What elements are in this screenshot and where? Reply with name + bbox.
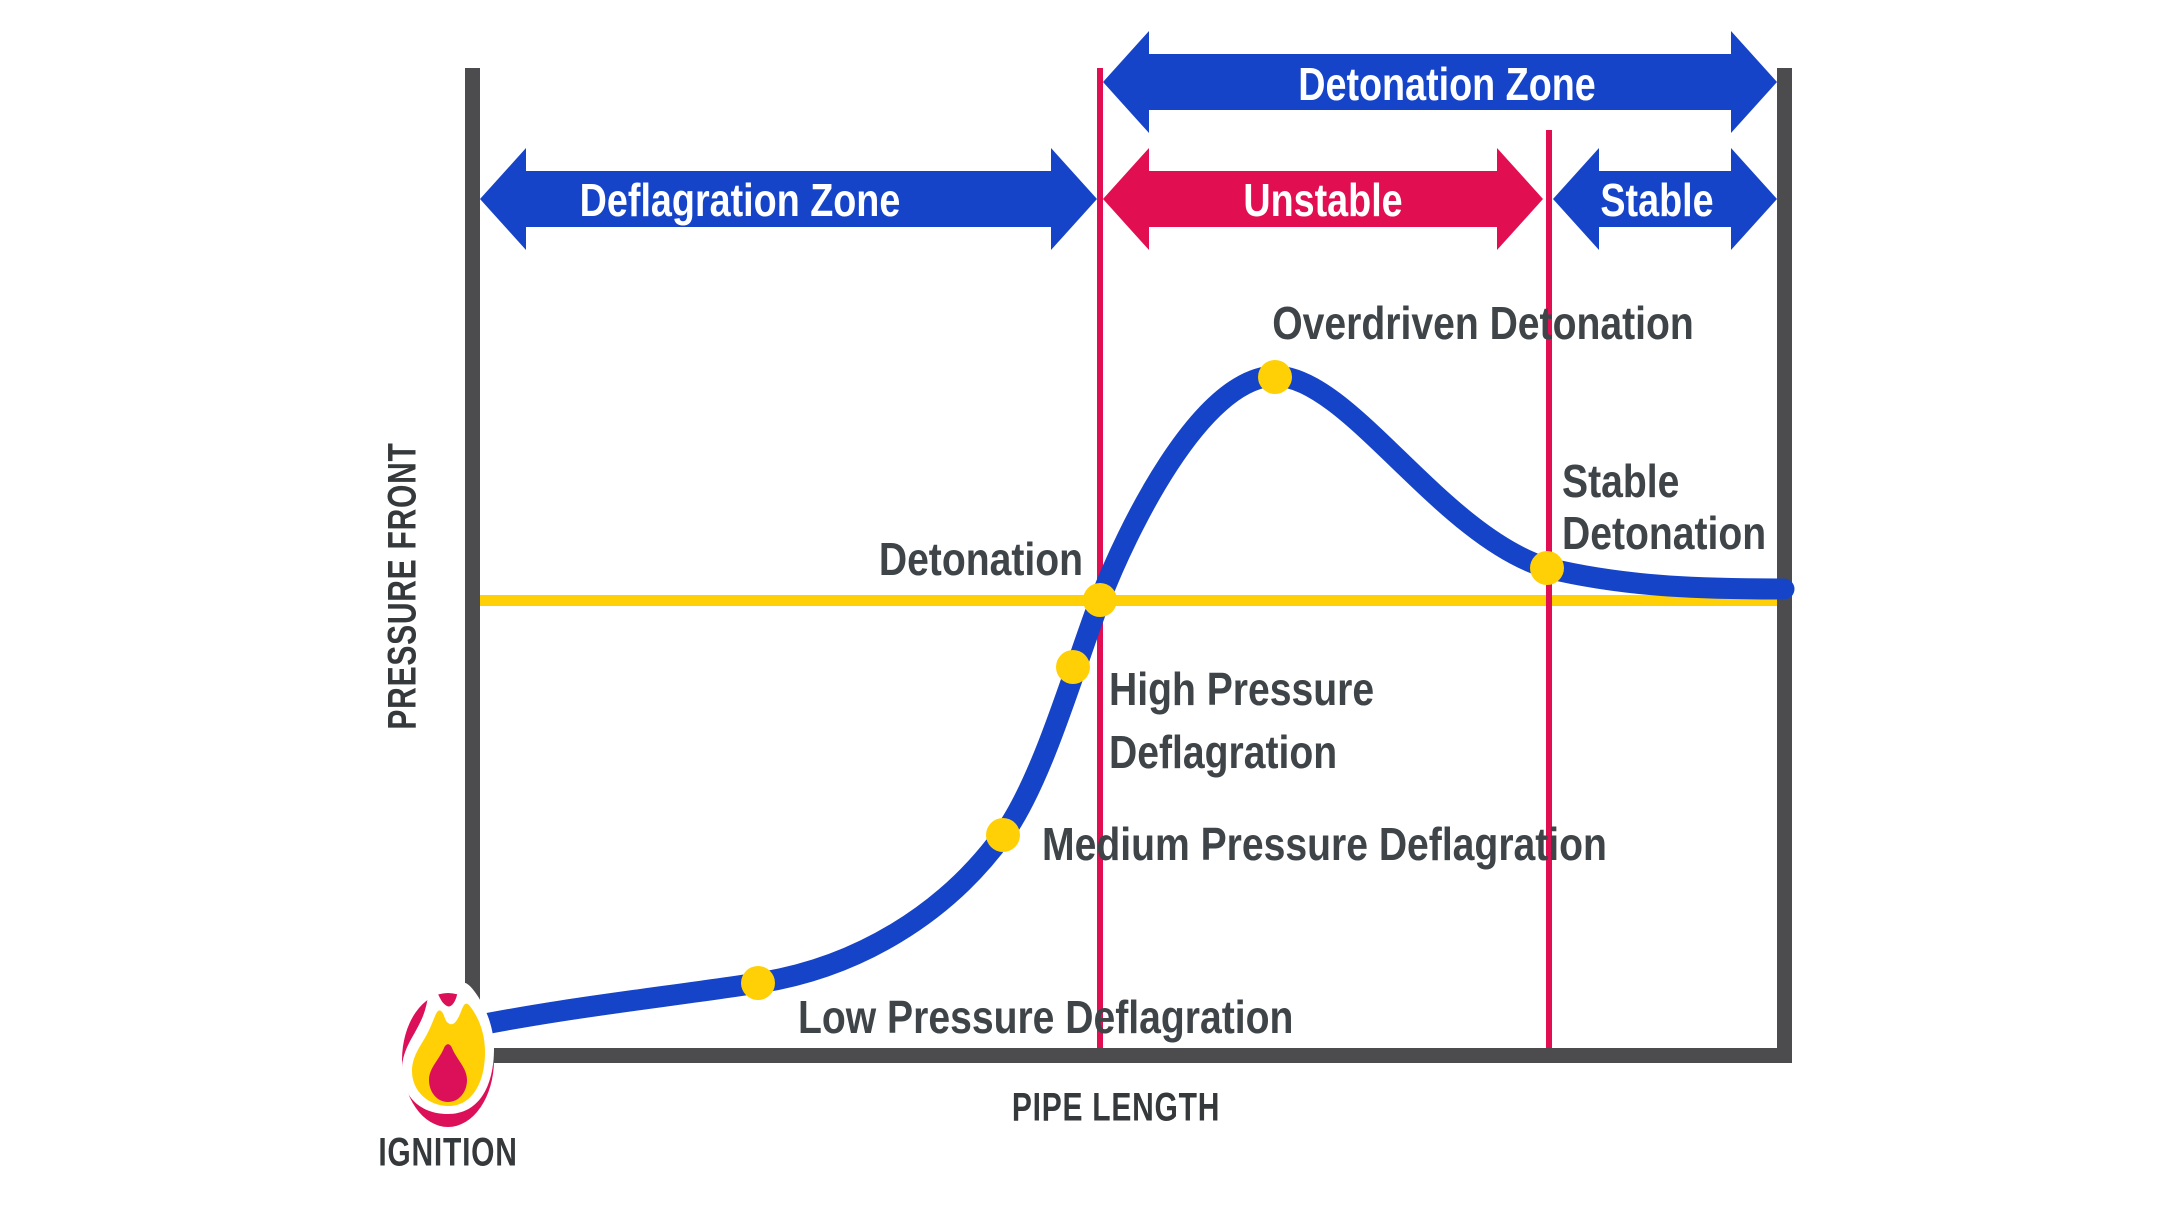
point-high-pressure-deflagration [1056,650,1090,684]
zone-boundary-line-unstable-stable [1546,130,1552,1052]
point-low-pressure-deflagration [741,966,775,1000]
label-stable-detonation-line2: Detonation [1562,507,1767,559]
label-detonation: Detonation [878,533,1083,585]
ignition-marker [402,983,494,1127]
x-axis-label: PIPE LENGTH [1011,1085,1221,1130]
zone-boundary-line-deflagration-detonation [1097,68,1103,1052]
y-axis-label: PRESSURE FRONT [380,442,425,730]
unstable-zone-arrow [1103,148,1543,250]
label-high-pressure-deflagration-line1: High Pressure [1109,663,1375,715]
zone-label-detonation: Detonation Zone [1298,58,1596,110]
left-wall-axis [465,68,480,1048]
label-medium-pressure-deflagration: Medium Pressure Deflagration [1042,818,1607,870]
point-overdriven-detonation [1258,360,1292,394]
label-low-pressure-deflagration: Low Pressure Deflagration [798,991,1294,1043]
flame-core [429,1044,467,1102]
zone-label-unstable: Unstable [1243,174,1403,226]
label-stable-detonation-line1: Stable [1562,455,1680,507]
point-medium-pressure-deflagration [986,818,1020,852]
stable-zone-arrow [1553,148,1777,250]
label-overdriven-detonation: Overdriven Detonation [1272,297,1694,349]
label-high-pressure-deflagration-line2: Deflagration [1109,726,1338,778]
right-wall-axis [1777,68,1792,1048]
point-stable-detonation [1530,551,1564,585]
deflagration-zone-arrow [480,148,1097,250]
point-detonation [1083,583,1117,617]
bottom-axis [465,1048,1792,1063]
stable-pressure-reference-line [480,595,1780,606]
zone-label-stable: Stable [1600,174,1714,226]
zone-label-deflagration: Deflagration Zone [579,174,901,226]
ignition-label: IGNITION [378,1130,518,1175]
detonation-zone-arrow [1103,31,1777,133]
